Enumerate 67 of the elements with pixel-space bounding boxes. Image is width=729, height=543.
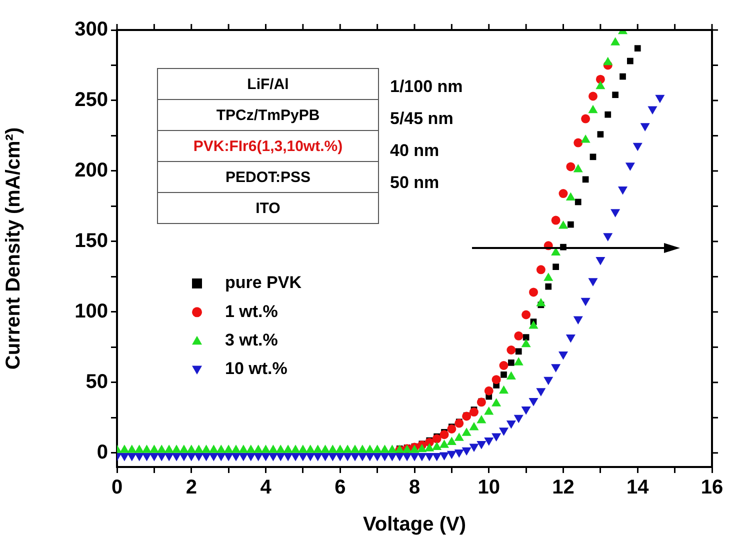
point — [506, 345, 516, 354]
y-tick-label: 50 — [86, 370, 108, 393]
x-tick-label: 4 — [260, 476, 272, 499]
point — [484, 386, 494, 396]
point — [470, 408, 478, 417]
point — [536, 265, 546, 274]
point — [582, 176, 589, 183]
annotation: 40 nm — [390, 141, 440, 161]
point — [432, 434, 442, 444]
point — [634, 45, 641, 52]
point — [612, 92, 618, 98]
point — [574, 138, 583, 148]
x-tick-label: 10 — [478, 476, 500, 499]
point — [515, 348, 522, 355]
legend-label: 3 wt.% — [225, 330, 278, 350]
point — [522, 310, 531, 320]
point — [568, 221, 574, 228]
annotation: 1/100 nm — [390, 77, 463, 97]
y-tick-label: 100 — [74, 300, 108, 322]
point — [492, 375, 501, 384]
point — [447, 424, 456, 434]
point — [529, 288, 538, 297]
point — [566, 162, 576, 172]
annotation: 5/45 nm — [390, 109, 454, 129]
point — [499, 361, 508, 370]
x-axis-title: Voltage (V) — [363, 514, 466, 536]
annotation: PEDOT:PSS — [158, 162, 378, 192]
x-tick-label: 8 — [408, 476, 420, 499]
point — [558, 189, 568, 198]
point — [627, 58, 634, 64]
point — [588, 92, 598, 101]
annotation: LiF/Al — [158, 68, 378, 100]
point — [514, 331, 524, 340]
annotation: TPCz/TmPyPB — [158, 100, 378, 130]
x-tick-label: 0 — [111, 476, 123, 499]
x-tick-label: 2 — [186, 476, 197, 499]
annotation: PVK:FIr6(1,3,10wt.%) — [158, 130, 378, 162]
annotation: ITO — [158, 192, 378, 224]
point — [545, 283, 552, 290]
point — [574, 198, 582, 206]
point — [581, 114, 590, 124]
point — [508, 360, 514, 366]
point — [552, 264, 559, 270]
y-tick-label: 300 — [74, 18, 108, 41]
y-axis-title: Current Density (mA/cm²) — [2, 127, 25, 370]
point — [440, 430, 449, 440]
y-tick-label: 150 — [74, 230, 108, 252]
y-tick-label: 0 — [96, 441, 108, 464]
y-tick-label: 200 — [74, 159, 108, 182]
point — [597, 131, 604, 138]
point — [596, 74, 605, 84]
legend-label: pure PVK — [225, 273, 302, 292]
x-tick-label: 6 — [334, 476, 346, 499]
point — [590, 154, 596, 160]
x-tick-label: 12 — [552, 476, 574, 499]
point — [620, 73, 626, 80]
annotation: 50 nm — [390, 173, 440, 193]
legend-label: 10 wt.% — [225, 359, 288, 378]
legend-label: 1 wt.% — [225, 302, 278, 321]
x-tick-label: 14 — [626, 476, 650, 499]
point — [454, 418, 464, 428]
x-tick-label: 16 — [700, 476, 724, 499]
point — [551, 216, 560, 225]
y-tick-label: 250 — [74, 89, 108, 111]
point — [522, 334, 530, 340]
point — [604, 111, 612, 118]
point — [500, 371, 507, 378]
